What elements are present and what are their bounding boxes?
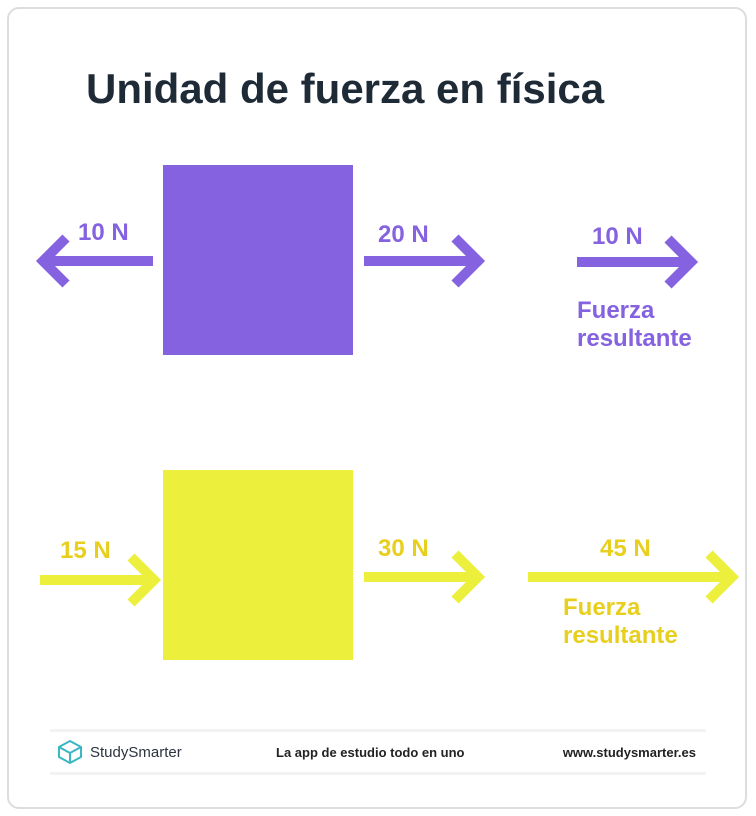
left-arrow-purple — [35, 234, 153, 288]
resultant-caption-2b: resultante — [563, 622, 678, 649]
left-arrow-yellow — [40, 553, 162, 607]
resultant-force-label-2: 45 N — [600, 535, 651, 562]
resultant-arrow-yellow — [528, 550, 740, 604]
right-arrow-yellow — [364, 550, 486, 604]
force-label-right-1: 20 N — [378, 221, 429, 248]
force-label-left-2: 15 N — [60, 537, 111, 564]
page-title: Unidad de fuerza en física — [86, 65, 605, 112]
card — [7, 7, 747, 809]
tagline: La app de estudio todo en uno — [276, 744, 465, 760]
resultant-arrow-purple — [577, 235, 699, 289]
box-logo-icon — [58, 740, 82, 764]
force-label-right-2: 30 N — [378, 535, 429, 562]
force-label-left-1: 10 N — [78, 219, 129, 246]
resultant-caption-1a: Fuerza — [577, 297, 655, 324]
right-arrow-purple — [364, 234, 486, 288]
yellow-box — [163, 470, 353, 660]
brand-name: StudySmarter — [90, 743, 182, 761]
brand: StudySmarter — [56, 739, 276, 765]
footer: StudySmarter La app de estudio todo en u… — [50, 729, 706, 775]
resultant-caption-2a: Fuerza — [563, 594, 641, 621]
resultant-caption-1b: resultante — [577, 325, 692, 352]
purple-box — [163, 165, 353, 355]
website-link[interactable]: www.studysmarter.es — [562, 744, 696, 760]
resultant-force-label-1: 10 N — [592, 223, 643, 250]
